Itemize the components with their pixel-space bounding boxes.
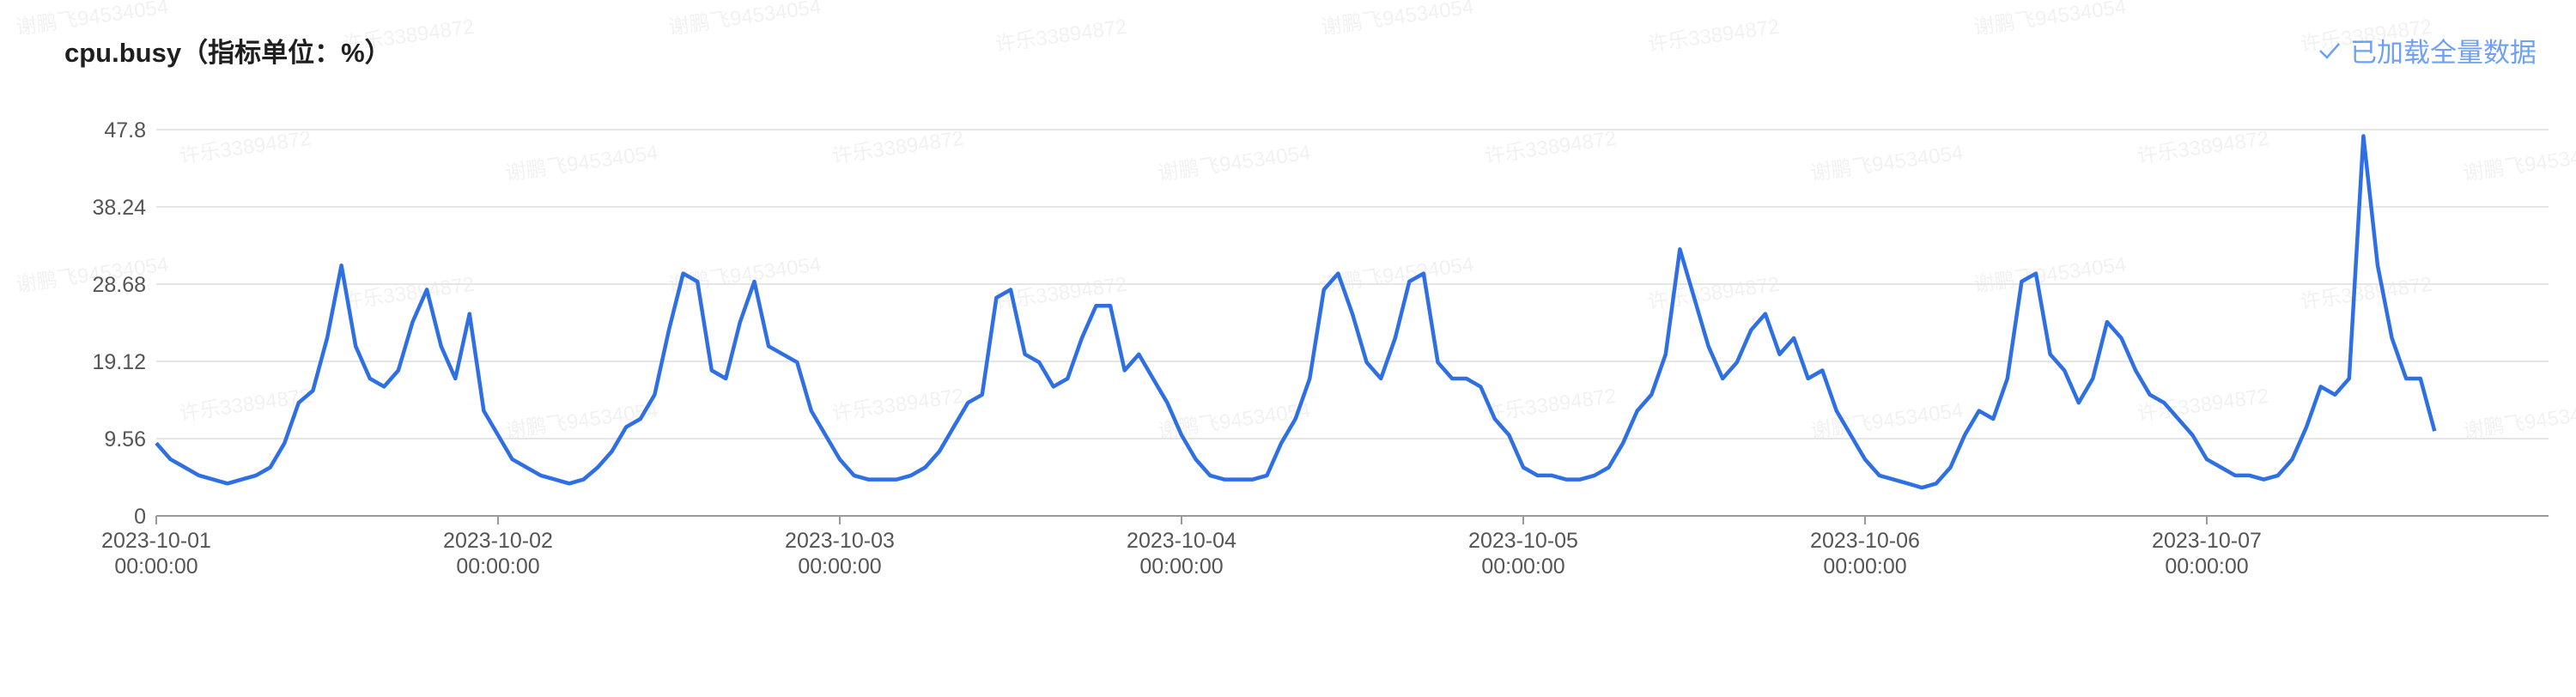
watermark: 许乐33894872	[830, 127, 965, 168]
watermark: 谢鹏飞94534054	[2462, 398, 2576, 443]
y-tick-label: 38.24	[92, 196, 146, 220]
x-tick-label: 2023-10-04 00:00:00	[1127, 529, 1236, 579]
watermark: 谢鹏飞94534054	[667, 252, 823, 297]
status-text: 已加载全量数据	[2350, 38, 2537, 68]
x-tick-label: 2023-10-01 00:00:00	[101, 529, 211, 579]
watermark: 许乐33894872	[993, 15, 1128, 57]
watermark: 谢鹏飞94534054	[1809, 141, 1965, 185]
check-icon	[2319, 42, 2340, 59]
x-tick-label: 2023-10-02 00:00:00	[443, 529, 553, 579]
watermark: 许乐33894872	[2299, 273, 2433, 314]
x-tick-label: 2023-10-05 00:00:00	[1468, 529, 1578, 579]
watermark: 许乐33894872	[341, 15, 476, 57]
y-tick-label: 47.8	[104, 118, 146, 142]
watermark: 许乐33894872	[1483, 385, 1618, 426]
y-tick-label: 9.56	[104, 427, 146, 452]
watermark: 谢鹏飞94534054	[504, 141, 659, 185]
watermark: 谢鹏飞94534054	[1972, 252, 2128, 297]
watermark: 谢鹏飞94534054	[1972, 0, 2128, 39]
data-line	[155, 134, 2437, 490]
watermark: 许乐33894872	[178, 127, 313, 168]
x-tick-label: 2023-10-07 00:00:00	[2152, 529, 2262, 579]
watermark: 谢鹏飞94534054	[2462, 141, 2576, 185]
load-status[interactable]: 已加载全量数据	[2318, 31, 2537, 70]
watermark: 许乐33894872	[1483, 127, 1618, 168]
watermark: 许乐33894872	[1646, 273, 1781, 314]
watermark: 谢鹏飞94534054	[1320, 0, 1475, 39]
y-tick-label: 19.12	[92, 350, 146, 374]
y-tick-label: 0	[134, 505, 146, 529]
watermark: 许乐33894872	[2136, 127, 2270, 168]
watermark: 谢鹏飞94534054	[15, 0, 170, 39]
x-tick-label: 2023-10-06 00:00:00	[1810, 529, 1920, 579]
watermark: 许乐33894872	[2299, 15, 2433, 57]
watermark: 谢鹏飞94534054	[1157, 141, 1312, 185]
y-tick-label: 28.68	[92, 273, 146, 297]
watermark: 许乐33894872	[341, 273, 476, 314]
x-tick-label: 2023-10-03 00:00:00	[785, 529, 895, 579]
chart-title: cpu.busy（指标单位：%）	[64, 38, 392, 68]
watermark: 许乐33894872	[2136, 385, 2270, 426]
watermark: 谢鹏飞94534054	[667, 0, 823, 39]
watermark: 许乐33894872	[1646, 15, 1781, 57]
watermark: 许乐33894872	[830, 385, 965, 426]
